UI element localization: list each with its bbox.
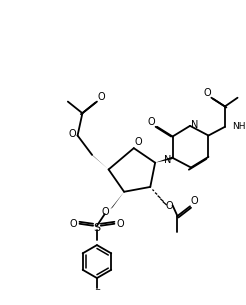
Text: O: O (102, 207, 109, 217)
Text: O: O (116, 219, 124, 229)
Text: O: O (166, 201, 173, 211)
Text: N: N (164, 155, 171, 165)
Text: NH: NH (232, 122, 245, 131)
Text: O: O (98, 92, 106, 102)
Text: O: O (70, 219, 77, 229)
Polygon shape (91, 154, 108, 170)
Text: ─: ─ (95, 287, 99, 293)
Text: O: O (190, 196, 198, 206)
Text: O: O (135, 137, 142, 147)
Text: O: O (147, 117, 155, 127)
Text: N: N (191, 120, 199, 130)
Polygon shape (110, 192, 124, 209)
Polygon shape (155, 156, 173, 163)
Text: S: S (93, 223, 101, 233)
Text: O: O (204, 88, 211, 98)
Text: O: O (69, 129, 77, 138)
